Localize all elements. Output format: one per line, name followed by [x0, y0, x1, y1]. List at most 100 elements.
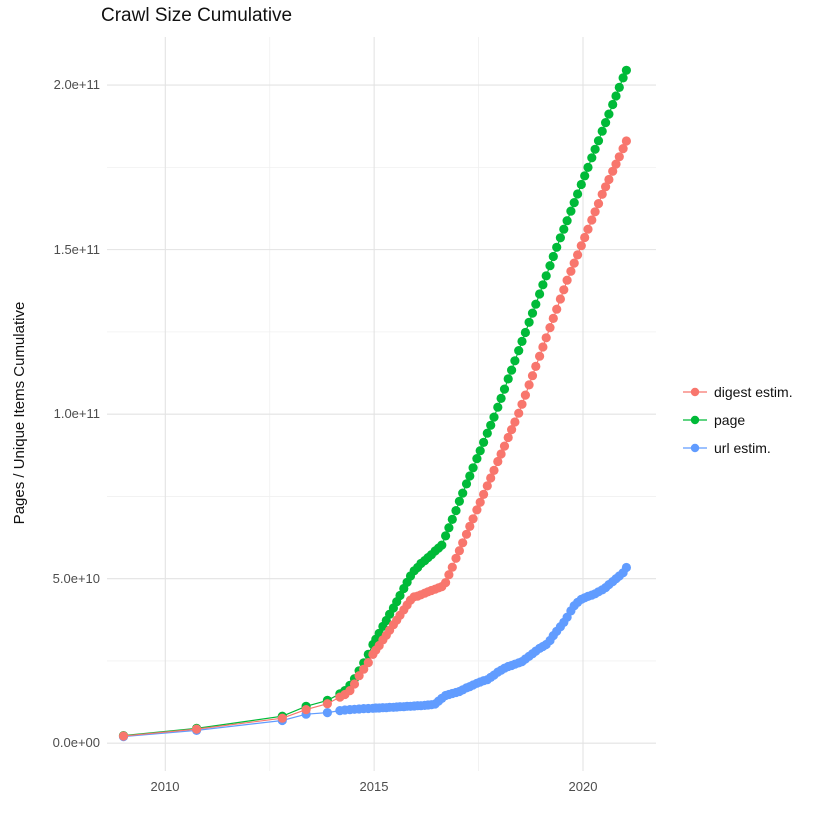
data-point-digest-estim [576, 241, 586, 251]
data-point-digest-estim [559, 285, 569, 295]
data-point-digest-estim [555, 294, 566, 304]
data-point-digest-estim [520, 390, 531, 400]
data-point-digest-estim [580, 232, 590, 243]
data-point-page [587, 153, 597, 163]
data-point-digest-estim [527, 371, 538, 381]
y-tick-label: 5.0e+10 [52, 571, 100, 586]
legend-key-icon [683, 443, 707, 453]
legend-item-url-estim: url estim. [682, 434, 793, 462]
data-point-page [507, 365, 517, 375]
data-point-page [580, 171, 590, 181]
data-point-digest-estim [277, 713, 287, 723]
data-point-digest-estim [496, 449, 506, 459]
data-point-page [608, 99, 618, 110]
data-point-page [527, 308, 538, 318]
data-point-digest-estim [441, 578, 451, 588]
data-point-digest-estim [465, 521, 475, 532]
y-tick-label: 1.0e+11 [53, 406, 100, 421]
data-point-page [576, 179, 586, 190]
data-point-digest-estim [451, 553, 461, 563]
data-point-page [538, 280, 548, 290]
y-axis-title: Pages / Unique Items Cumulative [11, 301, 28, 525]
data-point-digest-estim [461, 529, 472, 539]
data-point-digest-estim [562, 275, 572, 285]
data-point-page [441, 531, 451, 541]
data-point-digest-estim [573, 250, 583, 260]
data-point-digest-estim [499, 441, 510, 451]
data-point-page [517, 336, 527, 346]
data-point-page [541, 271, 551, 281]
data-point-digest-estim [458, 538, 468, 548]
data-point-page [593, 136, 604, 146]
data-point-page [475, 446, 485, 456]
data-point-digest-estim [507, 425, 517, 435]
data-point-page [447, 514, 457, 525]
data-point-page [465, 471, 475, 481]
data-point-digest-estim [541, 333, 551, 343]
data-point-digest-estim [363, 658, 373, 668]
data-point-digest-estim [517, 399, 527, 409]
data-point-page [520, 327, 531, 338]
data-point-page [545, 261, 555, 271]
data-point-page [514, 346, 524, 356]
data-point-page [472, 454, 482, 464]
legend-label: url estim. [714, 440, 771, 456]
data-point-digest-estim [514, 408, 524, 418]
data-point-page [482, 428, 492, 438]
data-point-page [611, 91, 621, 101]
data-point-page [437, 540, 447, 550]
data-point-digest-estim [345, 686, 355, 696]
legend-item-page: page [682, 406, 793, 434]
data-point-page [499, 384, 510, 394]
y-tick-label: 2.0e+11 [53, 77, 100, 92]
legend-label: page [714, 412, 746, 428]
legend-item-digest-estim: digest estim. [682, 378, 793, 406]
data-point-digest-estim [510, 417, 520, 427]
data-point-page [493, 402, 503, 412]
data-point-digest-estim [503, 432, 513, 443]
data-point-digest-estim [479, 489, 489, 499]
data-point-page [601, 118, 611, 128]
data-point-page [583, 162, 593, 172]
data-point-page [531, 299, 541, 309]
data-point-page [573, 189, 583, 199]
legend-label: digest estim. [714, 384, 793, 400]
data-point-digest-estim [472, 505, 482, 515]
data-point-page [454, 496, 464, 506]
data-point-page [535, 289, 545, 299]
data-point-digest-estim [489, 465, 499, 475]
data-point-digest-estim [601, 182, 611, 192]
data-point-page [458, 488, 468, 498]
data-point-digest-estim [548, 313, 558, 323]
y-tick-label: 0.0e+00 [52, 735, 100, 750]
data-point-digest-estim [349, 679, 360, 689]
x-tick-label: 2020 [568, 779, 598, 794]
data-point-digest-estim [611, 159, 621, 169]
data-point-digest-estim [447, 562, 457, 572]
data-point-digest-estim [475, 497, 485, 507]
data-point-page [552, 242, 562, 252]
data-point-digest-estim [531, 361, 541, 371]
data-point-digest-estim [614, 152, 624, 162]
data-point-page [569, 198, 579, 208]
data-point-digest-estim [593, 199, 604, 209]
data-point-page [510, 356, 520, 366]
data-point-url-estim [621, 562, 632, 573]
data-point-digest-estim [597, 189, 607, 199]
data-point-url-estim [322, 708, 332, 718]
chart-title: Crawl Size Cumulative [101, 5, 293, 26]
data-point-digest-estim [590, 207, 600, 217]
data-point-page [451, 506, 461, 516]
data-point-digest-estim [552, 304, 562, 314]
data-point-page [618, 73, 628, 83]
data-point-page [395, 590, 405, 601]
x-tick-label: 2015 [359, 779, 389, 794]
data-point-digest-estim [118, 731, 129, 741]
data-point-page [559, 224, 569, 234]
data-point-digest-estim [444, 570, 454, 580]
data-point-digest-estim [301, 705, 311, 715]
data-point-page [614, 82, 624, 92]
legend-key-icon [683, 387, 707, 397]
